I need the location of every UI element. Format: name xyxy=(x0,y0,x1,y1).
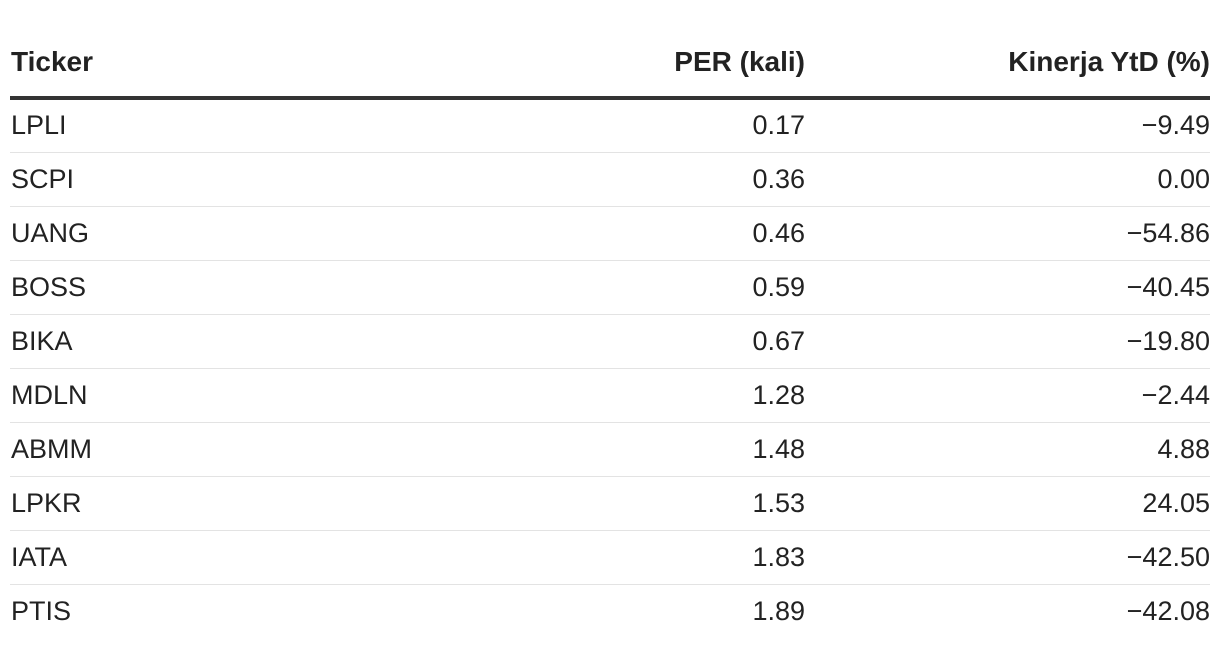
cell-ticker: UANG xyxy=(10,206,410,261)
cell-per: 1.53 xyxy=(410,476,805,531)
cell-ticker: PTIS xyxy=(11,595,72,626)
cell-ytd: −2.44 xyxy=(805,368,1210,423)
table-body: LPLI 0.17 −9.49 SCPI 0.36 0.00 UANG 0.46… xyxy=(10,98,1210,638)
cell-ytd: 4.88 xyxy=(805,422,1210,477)
cell-per: 0.36 xyxy=(410,152,805,207)
column-header-ticker: Ticker xyxy=(10,28,410,100)
table-row: IATA 1.83 −42.50 xyxy=(10,530,1210,585)
cell-per: 0.46 xyxy=(410,206,805,261)
data-table-container: Ticker PER (kali) Kinerja YtD (%) LPLI 0… xyxy=(10,28,1210,638)
cell-per: 1.28 xyxy=(410,368,805,423)
cell-ytd: −40.45 xyxy=(805,260,1210,315)
table-row: SCPI 0.36 0.00 xyxy=(10,152,1210,207)
cell-per: 0.17 xyxy=(410,98,805,153)
cell-ytd: −42.50 xyxy=(805,530,1210,585)
table-row: MDLN 1.28 −2.44 xyxy=(10,368,1210,423)
cell-ytd: 0.00 xyxy=(805,152,1210,207)
cell-ticker: LPLI xyxy=(10,98,410,153)
cell-ticker: ABMM xyxy=(10,422,410,477)
table-row: UANG 0.46 −54.86 xyxy=(10,206,1210,261)
cell-ticker: BOSS xyxy=(10,260,410,315)
table-header: Ticker PER (kali) Kinerja YtD (%) xyxy=(10,28,1210,100)
cell-ticker: LPKR xyxy=(10,476,410,531)
table-row: PTIS 1.89 −42.08 xyxy=(10,584,1210,638)
cell-ytd: −9.49 xyxy=(805,98,1210,153)
table-row: LPKR 1.53 24.05 xyxy=(10,476,1210,531)
cell-ytd: −19.80 xyxy=(805,314,1210,369)
header-row: Ticker PER (kali) Kinerja YtD (%) xyxy=(10,28,1210,100)
cell-per: 1.89 xyxy=(752,595,805,626)
cell-ticker: IATA xyxy=(10,530,410,585)
cell-ytd: −42.08 xyxy=(1126,595,1210,626)
column-header-ytd: Kinerja YtD (%) xyxy=(805,28,1210,100)
cell-ytd: 24.05 xyxy=(805,476,1210,531)
table-row: BOSS 0.59 −40.45 xyxy=(10,260,1210,315)
cell-per: 0.67 xyxy=(410,314,805,369)
column-header-per: PER (kali) xyxy=(410,28,805,100)
cell-ticker: BIKA xyxy=(10,314,410,369)
cell-per: 1.48 xyxy=(410,422,805,477)
cell-ytd: −54.86 xyxy=(805,206,1210,261)
cell-per: 0.59 xyxy=(410,260,805,315)
data-table: Ticker PER (kali) Kinerja YtD (%) LPLI 0… xyxy=(10,28,1210,638)
cell-ticker: MDLN xyxy=(10,368,410,423)
table-row: LPLI 0.17 −9.49 xyxy=(10,98,1210,153)
table-row: BIKA 0.67 −19.80 xyxy=(10,314,1210,369)
cell-ticker: SCPI xyxy=(10,152,410,207)
table-row: ABMM 1.48 4.88 xyxy=(10,422,1210,477)
cell-per: 1.83 xyxy=(410,530,805,585)
